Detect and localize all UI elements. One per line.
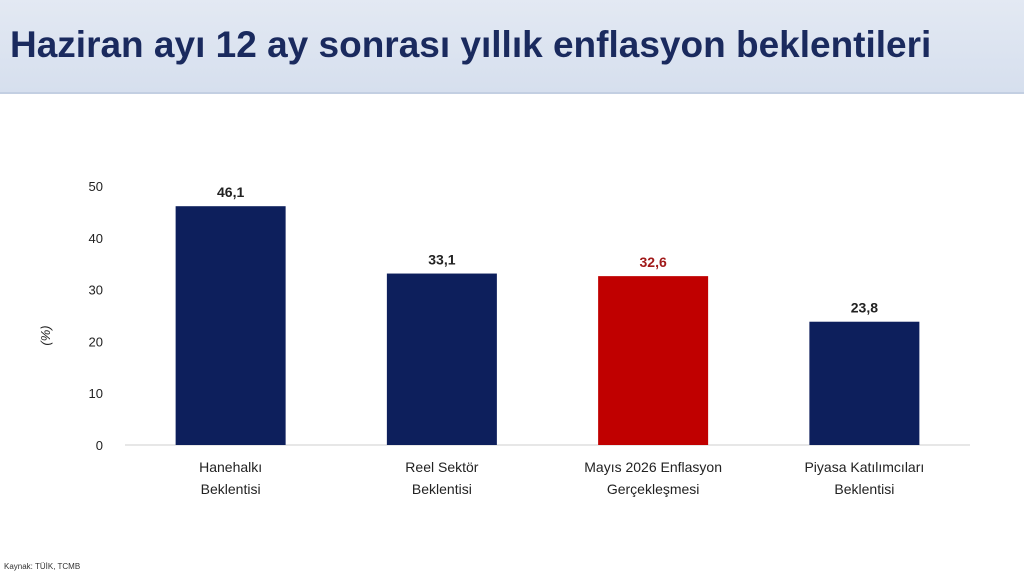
bar — [175, 206, 286, 445]
source-note: Kaynak: TÜİK, TCMB — [4, 562, 81, 571]
data-label: 33,1 — [428, 252, 455, 268]
y-tick-label: 20 — [89, 334, 103, 349]
y-axis-label: (%) — [38, 325, 53, 345]
bar — [386, 273, 497, 445]
title-band: Haziran ayı 12 ay sonrası yıllık enflasy… — [0, 0, 1024, 94]
x-tick-label: Gerçekleşmesi — [607, 481, 700, 497]
bar — [598, 276, 709, 445]
y-tick-label: 40 — [89, 231, 103, 246]
x-tick-label: Hanehalkı — [199, 459, 262, 475]
data-label: 23,8 — [851, 300, 878, 316]
x-tick-label: Beklentisi — [834, 481, 894, 497]
page-title: Haziran ayı 12 ay sonrası yıllık enflasy… — [10, 24, 932, 65]
x-tick-label: Beklentisi — [412, 481, 472, 497]
data-label: 46,1 — [217, 184, 244, 200]
y-tick-label: 10 — [89, 386, 103, 401]
x-tick-label: Mayıs 2026 Enflasyon — [584, 459, 722, 475]
x-tick-label: Reel Sektör — [405, 459, 478, 475]
data-label: 32,6 — [640, 254, 667, 270]
y-tick-label: 0 — [96, 438, 103, 453]
bar — [809, 321, 920, 445]
x-tick-label: Beklentisi — [201, 481, 261, 497]
y-tick-label: 50 — [89, 179, 103, 194]
y-tick-label: 30 — [89, 283, 103, 298]
x-tick-label: Piyasa Katılımcıları — [804, 459, 924, 475]
